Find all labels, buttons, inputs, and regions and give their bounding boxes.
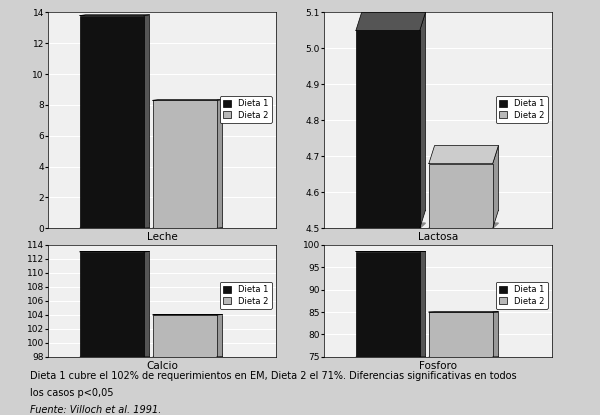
Legend: Dieta 1, Dieta 2: Dieta 1, Dieta 2 bbox=[496, 282, 548, 309]
X-axis label: Leche: Leche bbox=[146, 232, 178, 242]
Bar bbox=[80, 15, 144, 228]
X-axis label: Lactosa: Lactosa bbox=[418, 232, 458, 242]
Bar bbox=[429, 312, 493, 357]
Polygon shape bbox=[420, 251, 425, 357]
Polygon shape bbox=[144, 15, 149, 228]
Polygon shape bbox=[429, 223, 499, 228]
Bar bbox=[80, 252, 144, 357]
Bar bbox=[356, 30, 420, 228]
Bar bbox=[429, 164, 493, 228]
X-axis label: Calcio: Calcio bbox=[146, 361, 178, 371]
Polygon shape bbox=[217, 100, 223, 228]
Polygon shape bbox=[144, 251, 149, 357]
Polygon shape bbox=[420, 12, 425, 228]
Text: Dieta 1 cubre el 102% de requerimientos en EM, Dieta 2 el 71%. Diferencias signi: Dieta 1 cubre el 102% de requerimientos … bbox=[30, 371, 517, 381]
Bar bbox=[153, 100, 217, 228]
Polygon shape bbox=[429, 354, 499, 357]
Polygon shape bbox=[80, 354, 149, 357]
Legend: Dieta 1, Dieta 2: Dieta 1, Dieta 2 bbox=[496, 96, 548, 123]
Polygon shape bbox=[80, 223, 149, 228]
Text: los casos p<0,05: los casos p<0,05 bbox=[30, 388, 113, 398]
Bar bbox=[153, 315, 217, 357]
Polygon shape bbox=[356, 354, 425, 357]
Polygon shape bbox=[217, 315, 223, 357]
Polygon shape bbox=[493, 146, 499, 228]
X-axis label: Fosforo: Fosforo bbox=[419, 361, 457, 371]
Polygon shape bbox=[356, 223, 425, 228]
Polygon shape bbox=[153, 354, 223, 357]
Polygon shape bbox=[153, 223, 223, 228]
Polygon shape bbox=[356, 12, 425, 30]
Polygon shape bbox=[429, 146, 499, 164]
Polygon shape bbox=[493, 312, 499, 357]
Bar bbox=[356, 251, 420, 357]
Text: Fuente: Villoch et al. 1991.: Fuente: Villoch et al. 1991. bbox=[30, 405, 161, 415]
Legend: Dieta 1, Dieta 2: Dieta 1, Dieta 2 bbox=[220, 282, 272, 309]
Legend: Dieta 1, Dieta 2: Dieta 1, Dieta 2 bbox=[220, 96, 272, 123]
